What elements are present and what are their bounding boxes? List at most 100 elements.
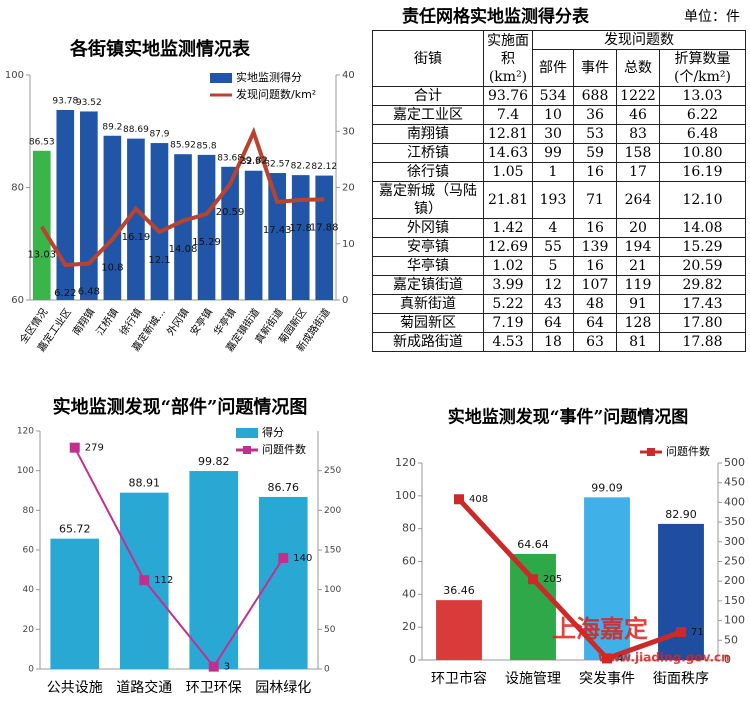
y-tick-label: 100 [17,466,34,476]
line-value-label: 20.59 [216,207,245,218]
table-cell: 43 [532,294,574,314]
table-cell: 119 [616,275,660,295]
table-cell: 128 [616,313,660,333]
bar-value-label: 82.12 [311,162,337,172]
legend-swatch [210,73,232,83]
line [73,447,285,669]
line [40,126,325,268]
line-value-label: 17.88 [310,222,339,233]
table-cell: 15.29 [659,237,746,257]
line-value-label: 6.22 [54,288,76,299]
table-cell: 南翔镇 [372,124,484,144]
line-value-label: 10.8 [101,262,123,273]
y-tick-label: 120 [17,427,34,437]
bar-value-label: 85.92 [170,141,196,151]
y-tick-label: 20 [402,620,416,633]
bar-value-label: 88.91 [129,477,161,490]
bar-value-label: 82.90 [665,508,697,521]
table-cell: 688 [573,86,617,106]
line-marker [528,574,538,585]
y2-tick-label: 50 [324,625,336,635]
table-cell: 13.03 [659,86,746,106]
table-row: 安亭镇 12.69 55 139 194 15.29 [372,237,746,257]
y-tick-label: 60 [23,546,35,556]
y2-tick-label: 150 [324,546,341,556]
line-marker [602,653,612,664]
bar [189,471,239,669]
table-cell: 江桥镇 [372,143,484,163]
y2-tick-label: 0 [342,295,348,306]
line-value-label: 13.03 [27,250,56,261]
table-cell: 12.10 [659,181,746,219]
x-tick-label: 环卫市容 [431,670,487,687]
y2-tick-label: 150 [724,594,745,607]
table-row: 嘉定镇街道 3.99 12 107 119 29.82 [372,275,746,295]
table-cell: 合计 [372,86,484,106]
line-marker [278,552,289,563]
bar-value-label: 93.78 [52,96,78,106]
table-cell: 12.69 [483,237,533,257]
y2-tick-label: 30 [342,126,355,137]
header-cell: 发现问题数 [532,30,746,50]
bar [584,497,630,660]
bar-value-label: 87.9 [149,130,169,140]
table-cell: 嘉定新城（马陆镇） [372,181,484,219]
table-cell: 1.42 [483,218,533,238]
table-cell: 新成路街道 [372,332,484,352]
table-cell: 14.63 [483,143,533,163]
y2-tick-label: 100 [324,585,341,595]
chart-title: 实地监测发现“部件”问题情况图 [53,396,308,418]
line-value-label: 6.48 [78,287,100,298]
chart-title: 各街镇实地监测情况表 [69,38,251,60]
header-cell: 实施面积(km²) [483,30,533,87]
line-value-label: 12.1 [148,255,170,266]
y2-tick-label: 200 [324,506,341,516]
table-cell: 17.88 [659,332,746,352]
table-cell: 17.80 [659,313,746,333]
watermark: 上海嘉定 [552,615,648,643]
table-cell: 53 [573,124,617,144]
table-cell: 20 [616,218,660,238]
table-cell: 21 [616,256,660,276]
bar-value-label: 86.76 [268,481,300,494]
x-tick-label: 南翔镇 [69,306,97,338]
bar-value-label: 64.64 [517,538,549,551]
bar-value-label: 88.69 [123,125,149,135]
table-cell: 194 [616,237,660,257]
y-tick-label: 120 [395,456,416,469]
table-row: 外冈镇 1.42 4 16 20 14.08 [372,218,746,238]
bar-value-label: 82.57 [264,160,290,170]
legend-marker [243,446,251,454]
bar [436,600,482,660]
y2-tick-label: 300 [724,535,745,548]
table-cell: 安亭镇 [372,237,484,257]
watermark-url: www.jiading.gov.cn [598,651,730,665]
table-body: 合计 93.76 534 688 1222 13.03 嘉定工业区 7.4 10 36 46 6.22… [372,86,746,352]
line-value-label: 14.08 [169,244,198,255]
y-tick-label: 100 [395,489,416,502]
y-tick-label: 20 [23,625,35,635]
score-table: 街镇 实施面积(km²) 发现问题数 部件 事件 总数 折算数量(个/km²) … [372,30,746,352]
table-row: 真新街道 5.22 43 48 91 17.43 [372,294,746,314]
y2-tick-label: 250 [324,466,341,476]
table-row: 嘉定新城（马陆镇） 21.81 193 71 264 12.10 [372,181,746,219]
table-cell: 4 [532,218,574,238]
table-cell: 1.05 [483,162,533,182]
bar [32,150,51,300]
x-tick-label: 外冈镇 [164,306,192,338]
y2-tick-label: 500 [724,456,745,469]
y-tick-label: 0 [28,665,34,675]
y2-tick-label: 100 [724,614,745,627]
line-value-label: 112 [154,575,173,586]
table-cell: 16.19 [659,162,746,182]
table-cell: 12 [532,275,574,295]
table-row: 南翔镇 12.81 30 53 83 6.48 [372,124,746,144]
table-unit: 单位：件 [684,9,740,25]
line-value-label: 279 [85,443,104,454]
table-cell: 59 [573,143,617,163]
legend-swatch [236,428,258,438]
table-cell: 21.81 [483,181,533,219]
line-value-label: 29.82 [239,155,268,166]
table-cell: 20.59 [659,256,746,276]
